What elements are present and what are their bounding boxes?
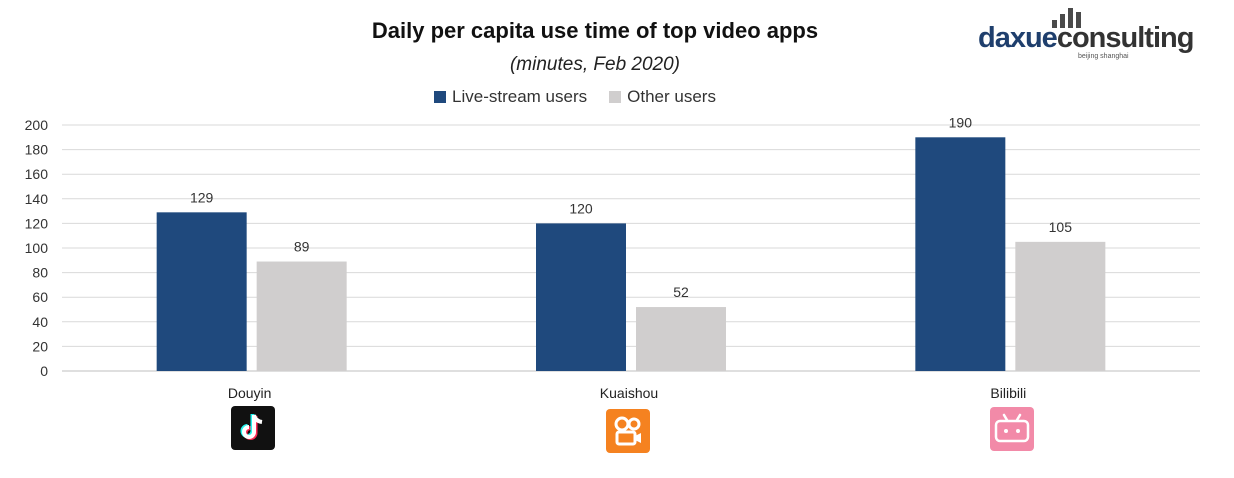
bar-kuaishou-other [636, 307, 726, 371]
y-tick-label: 60 [32, 289, 48, 305]
legend-item-live-stream: Live-stream users [434, 87, 587, 107]
bar-bilibili-live-stream [915, 137, 1006, 371]
bar-kuaishou-live-stream [536, 223, 626, 371]
y-tick-label: 120 [25, 215, 49, 231]
x-category-label: Bilibili [990, 385, 1026, 401]
legend: Live-stream users Other users [0, 87, 1150, 107]
data-label: 190 [949, 114, 973, 130]
x-category-label: Kuaishou [600, 385, 658, 401]
kuaishou-icon [606, 409, 650, 453]
bilibili-icon [990, 407, 1034, 451]
legend-swatch-live-stream [434, 91, 447, 103]
y-tick-label: 80 [32, 265, 48, 281]
logo-wordmark: daxueconsulting [978, 22, 1194, 54]
y-tick-label: 20 [32, 338, 48, 354]
y-tick-label: 200 [25, 117, 49, 133]
legend-swatch-other [609, 91, 622, 103]
bar-douyin-other [256, 261, 347, 371]
y-tick-label: 180 [25, 142, 49, 158]
daxue-consulting-logo: daxueconsulting beijing shanghai [978, 6, 1210, 60]
data-label: 89 [294, 239, 310, 255]
data-label: 120 [569, 200, 593, 216]
chart-subtitle: (minutes, Feb 2020) [509, 54, 681, 75]
douyin-icon [231, 406, 275, 450]
x-category-label: Douyin [228, 385, 272, 401]
y-tick-label: 40 [32, 314, 48, 330]
logo-bars-icon [1052, 8, 1092, 28]
legend-label-live-stream: Live-stream users [452, 87, 588, 106]
y-tick-label: 100 [25, 240, 49, 256]
bar-douyin-live-stream [156, 212, 247, 371]
y-tick-label: 160 [25, 166, 49, 182]
bar-bilibili-other [1015, 241, 1106, 371]
data-label: 105 [1049, 219, 1073, 235]
data-label: 52 [673, 284, 689, 300]
legend-label-other: Other users [627, 87, 716, 106]
logo-tagline: beijing shanghai [1078, 53, 1129, 60]
data-label: 129 [190, 189, 214, 205]
legend-item-other: Other users [609, 87, 716, 107]
chart-title: Daily per capita use time of top video a… [371, 18, 819, 43]
y-tick-label: 140 [25, 191, 49, 207]
y-tick-label: 0 [40, 363, 48, 379]
